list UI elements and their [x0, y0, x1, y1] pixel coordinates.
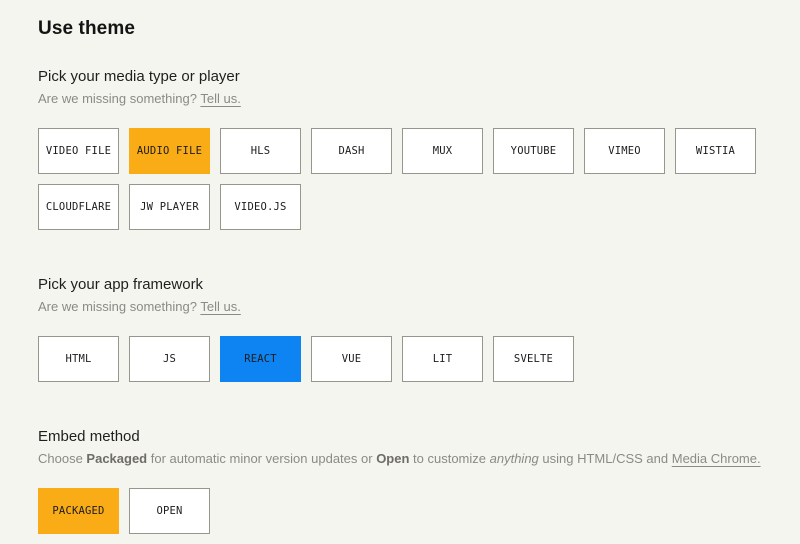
option-lit[interactable]: LIT	[402, 336, 483, 382]
page-title: Use theme	[38, 18, 135, 39]
option-video-file[interactable]: VIDEO FILE	[38, 128, 119, 174]
option-js[interactable]: JS	[129, 336, 210, 382]
option-open[interactable]: OPEN	[129, 488, 210, 534]
section-framework: Pick your app framework Are we missing s…	[38, 275, 762, 382]
option-html[interactable]: HTML	[38, 336, 119, 382]
option-video-js[interactable]: VIDEO.JS	[220, 184, 301, 230]
option-mux[interactable]: MUX	[402, 128, 483, 174]
embed-desc-text: for automatic minor version updates or	[147, 451, 377, 466]
option-youtube[interactable]: YOUTUBE	[493, 128, 574, 174]
embed-desc-open: Open	[376, 451, 410, 466]
section-subtext: Choose Packaged for automatic minor vers…	[38, 450, 762, 467]
option-jw-player[interactable]: JW PLAYER	[129, 184, 210, 230]
option-packaged[interactable]: PACKAGED	[38, 488, 119, 534]
section-media-type: Pick your media type or player Are we mi…	[38, 67, 762, 230]
section-subtext: Are we missing something? Tell us.	[38, 90, 762, 107]
option-cloudflare[interactable]: CLOUDFLARE	[38, 184, 119, 230]
embed-desc-text: to customize	[409, 451, 490, 466]
section-embed-method: Embed method Choose Packaged for automat…	[38, 427, 762, 534]
tell-us-link[interactable]: Tell us.	[200, 299, 241, 314]
embed-desc-text: Choose	[38, 451, 87, 466]
option-react[interactable]: REACT	[220, 336, 301, 382]
options-group-framework: HTML JS REACT VUE LIT SVELTE	[38, 336, 762, 382]
option-svelte[interactable]: SVELTE	[493, 336, 574, 382]
missing-something-text: Are we missing something?	[38, 91, 201, 106]
option-hls[interactable]: HLS	[220, 128, 301, 174]
section-heading-embed-method: Embed method	[38, 428, 140, 445]
option-vue[interactable]: VUE	[311, 336, 392, 382]
media-chrome-link[interactable]: Media Chrome.	[671, 451, 761, 466]
embed-desc-packaged: Packaged	[86, 451, 148, 466]
embed-desc-text: using HTML/CSS and	[538, 451, 672, 466]
options-group-media-type: VIDEO FILE AUDIO FILE HLS DASH MUX YOUTUBE VIM…	[38, 128, 762, 230]
option-dash[interactable]: DASH	[311, 128, 392, 174]
section-heading-framework: Pick your app framework	[38, 276, 204, 293]
options-group-embed-method: PACKAGED OPEN	[38, 488, 762, 534]
option-vimeo[interactable]: VIMEO	[584, 128, 665, 174]
section-subtext: Are we missing something? Tell us.	[38, 298, 762, 315]
option-wistia[interactable]: WISTIA	[675, 128, 756, 174]
section-heading-media-type: Pick your media type or player	[38, 68, 240, 85]
sections-container: Pick your media type or player Are we mi…	[38, 67, 762, 534]
embed-desc-anything: anything	[489, 451, 539, 466]
tell-us-link[interactable]: Tell us.	[200, 91, 241, 106]
option-audio-file[interactable]: AUDIO FILE	[129, 128, 210, 174]
missing-something-text: Are we missing something?	[38, 299, 201, 314]
